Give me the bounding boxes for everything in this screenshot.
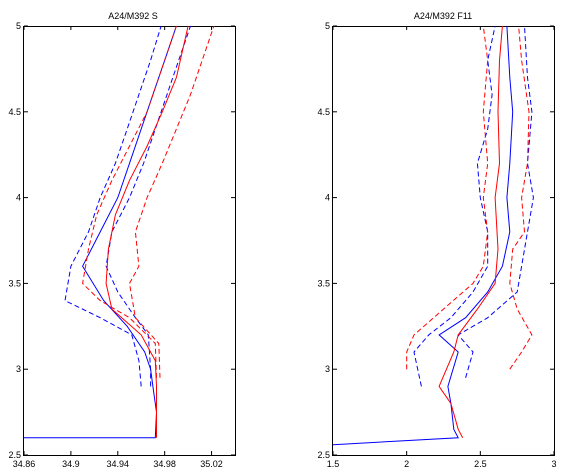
axis-ticks: 1.5 2 2.5 3 2.5 3 3.5 4 4.5 5	[317, 21, 556, 469]
chart-title: A24/M392 S	[108, 11, 158, 21]
y-tick-label: 4	[325, 193, 330, 203]
y-tick-label: 5	[325, 21, 330, 31]
x-tick-label: 34.86	[13, 459, 36, 469]
series-red-solid-line	[105, 25, 189, 438]
axes-frame	[332, 26, 555, 456]
series-red-dashed-line	[509, 25, 533, 370]
y-tick-label: 2.5	[8, 450, 21, 460]
x-tick-label: 3	[551, 459, 556, 469]
x-tick-label: 1.5	[327, 459, 340, 469]
y-tick-label: 3.5	[8, 278, 21, 288]
x-tick-label: 34.9	[62, 459, 80, 469]
x-tick-label: 35.02	[200, 459, 223, 469]
chart-title: A24/M392 F11	[414, 11, 472, 21]
y-tick-label: 3	[325, 364, 330, 374]
series-blue-solid-line	[332, 25, 514, 446]
y-tick-label: 3.5	[317, 278, 330, 288]
x-tick-label: 34.98	[153, 459, 176, 469]
y-tick-label: 4	[16, 193, 21, 203]
y-tick-label: 4.5	[317, 107, 330, 117]
y-tick-label: 3	[16, 364, 21, 374]
x-tick-label: 2	[404, 459, 409, 469]
axis-ticks: 34.86 34.9 34.94 34.98 35.02 2.5 3 3.5 4 4.5 5	[8, 21, 235, 469]
chart-salinity: A24/M392 S 34.86 34.9 34.94 34.98 35.022.533…	[8, 11, 236, 469]
series-lines	[332, 25, 534, 446]
series-blue-dashed-line	[64, 25, 162, 387]
y-tick-label: 5	[16, 21, 21, 31]
y-tick-label: 4.5	[8, 107, 21, 117]
series-red-dashed-line	[128, 25, 215, 378]
x-tick-label: 34.94	[107, 459, 130, 469]
series-blue-dashed-line	[413, 25, 496, 387]
y-tick-label: 2.5	[317, 450, 330, 460]
axes-frame	[23, 26, 236, 456]
x-tick-label: 2.5	[474, 459, 487, 469]
series-red-dashed-line	[406, 25, 489, 370]
series-lines	[24, 25, 215, 439]
chart-f11: A24/M392 F11 1.5 2 2.5 3 2.5 3 3.5 4 4.5 5	[317, 11, 556, 469]
series-blue-dashed-line	[105, 25, 191, 387]
series-blue-solid-line	[24, 25, 177, 439]
series-red-solid-line	[438, 25, 503, 439]
